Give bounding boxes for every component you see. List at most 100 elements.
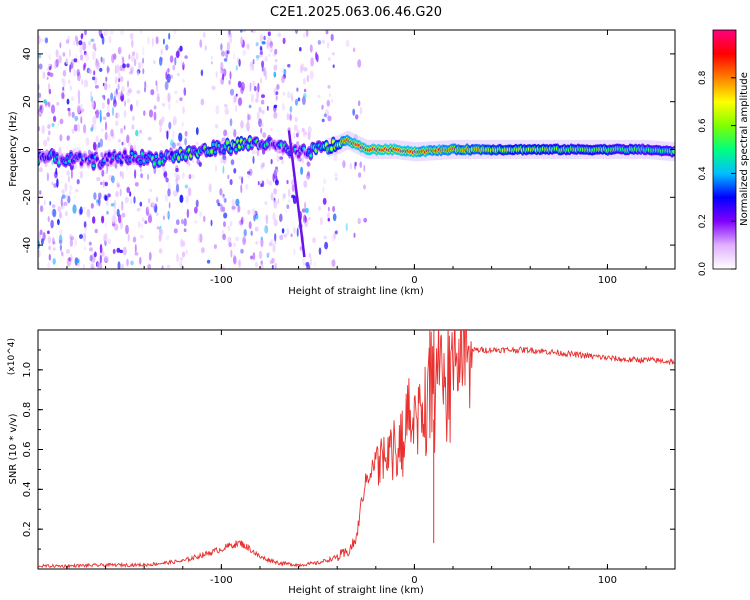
snr-frame [37, 329, 676, 570]
noise-speckle [309, 70, 314, 80]
noise-speckle [62, 86, 65, 91]
noise-speckle [266, 178, 270, 185]
noise-speckle [210, 55, 213, 60]
noise-speckle [202, 32, 206, 38]
x-tick-label: 100 [598, 275, 617, 286]
noise-speckle [101, 250, 105, 257]
noise-speckle [104, 30, 109, 36]
noise-speckle [104, 195, 108, 202]
noise-speckle [77, 123, 81, 132]
noise-speckle [293, 131, 296, 139]
noise-speckle [65, 39, 70, 44]
noise-speckle [117, 83, 120, 91]
noise-speckle [138, 61, 142, 70]
noise-speckle [113, 53, 117, 60]
noise-speckle [58, 147, 62, 155]
noise-speckle [79, 54, 84, 61]
noise-speckle [166, 130, 169, 140]
noise-speckle [222, 193, 225, 198]
noise-speckle [327, 115, 332, 122]
noise-speckle [257, 82, 260, 93]
noise-speckle [235, 93, 238, 97]
noise-speckle [327, 42, 330, 49]
noise-speckle [55, 167, 58, 175]
noise-speckle [101, 128, 104, 132]
noise-speckle [208, 183, 212, 193]
noise-speckle [122, 63, 126, 69]
noise-speckle [169, 141, 172, 149]
noise-speckle [54, 60, 57, 70]
noise-speckle [359, 106, 363, 115]
noise-speckle [273, 111, 278, 119]
noise-speckle [181, 251, 186, 258]
noise-speckle [227, 236, 232, 244]
noise-speckle [312, 237, 317, 244]
noise-speckle [110, 30, 114, 35]
noise-speckle [119, 188, 122, 197]
noise-speckle [268, 53, 271, 57]
ridge-cell [130, 151, 134, 155]
y-tick-label: 1.0 [22, 362, 33, 378]
noise-speckle [260, 99, 265, 105]
noise-speckle [221, 137, 226, 142]
noise-speckle [256, 57, 259, 62]
noise-speckle [238, 97, 243, 106]
noise-speckle [182, 172, 185, 179]
noise-speckle [245, 121, 250, 131]
y-tick-label: 0.6 [22, 442, 33, 458]
noise-speckle [120, 127, 124, 134]
noise-speckle [294, 30, 299, 35]
noise-speckle [58, 55, 62, 64]
noise-speckle [279, 234, 284, 241]
noise-speckle [64, 211, 68, 217]
noise-speckle [299, 65, 304, 74]
noise-speckle [294, 98, 299, 106]
noise-speckle [304, 201, 307, 210]
noise-speckle [39, 38, 44, 43]
noise-speckle [136, 70, 140, 76]
noise-speckle [82, 41, 87, 51]
noise-speckle [194, 206, 198, 214]
colorbar-scale [712, 29, 737, 270]
noise-speckle [52, 237, 55, 246]
noise-speckle [61, 252, 64, 257]
noise-speckle [139, 167, 142, 173]
noise-speckle [167, 210, 170, 220]
noise-speckle [198, 161, 202, 167]
noise-speckle [247, 171, 251, 175]
noise-speckle [168, 102, 171, 110]
noise-speckle [74, 188, 79, 193]
noise-speckle [125, 224, 129, 235]
noise-speckle [257, 181, 260, 186]
noise-speckle [232, 95, 236, 104]
noise-speckle [214, 164, 218, 173]
noise-speckle [239, 219, 244, 226]
noise-speckle [297, 97, 300, 102]
noise-speckle [155, 196, 159, 202]
noise-speckle [136, 207, 141, 212]
noise-speckle [286, 179, 289, 185]
noise-speckle [179, 97, 183, 102]
noise-speckle [136, 90, 141, 94]
noise-speckle [325, 30, 329, 35]
noise-speckle [120, 76, 124, 83]
noise-speckle [262, 132, 267, 139]
noise-speckle [279, 213, 283, 222]
noise-speckle [155, 212, 159, 216]
x-tick-label: -100 [210, 275, 233, 286]
noise-speckle [148, 251, 152, 261]
noise-speckle [317, 94, 321, 99]
noise-speckle [236, 57, 239, 63]
noise-speckle [252, 59, 255, 65]
noise-speckle [235, 65, 238, 71]
noise-speckle [104, 131, 108, 141]
noise-speckle [98, 197, 101, 207]
noise-speckle [96, 62, 101, 71]
noise-speckle [268, 241, 273, 247]
noise-speckle [147, 205, 150, 212]
noise-speckle [225, 110, 230, 115]
noise-speckle [77, 89, 81, 99]
noise-speckle [88, 68, 92, 75]
noise-speckle [182, 106, 185, 114]
noise-speckle [62, 52, 66, 57]
